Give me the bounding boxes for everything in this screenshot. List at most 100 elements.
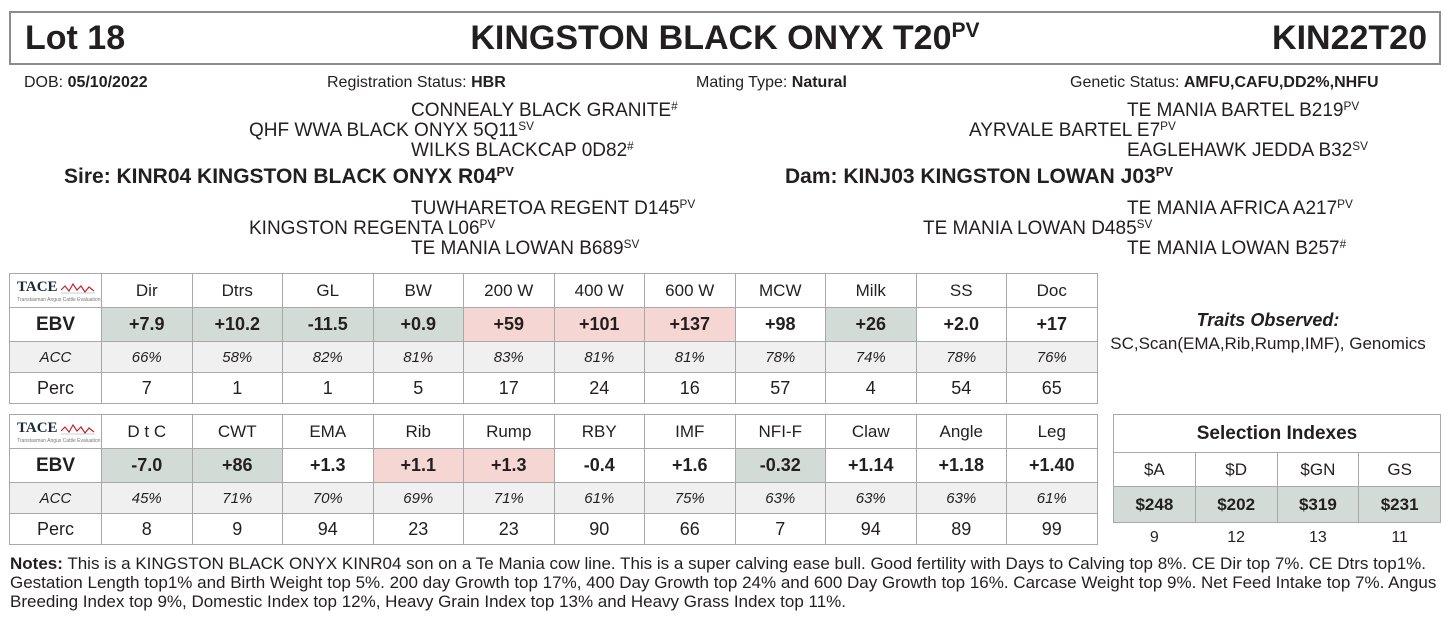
ebv-value-row: EBV -7.0 +86 +1.3 +1.1 +1.3 -0.4 +1.6 -0.32 +1.14… [9, 448, 1098, 483]
trait-header: GL [282, 273, 374, 308]
trait-header-row: TACE Transtasman Angus Cattle Evaluation D… [9, 414, 1098, 449]
perc-value: 1 [191, 372, 283, 404]
perc-value: 8 [101, 513, 193, 545]
ebv-value: -0.4 [553, 448, 645, 483]
trait-header: MCW [734, 273, 826, 308]
trait-header: RBY [553, 414, 645, 449]
trait-header: Rib [372, 414, 464, 449]
ebv-value: +86 [191, 448, 283, 483]
pedigree-sire-dam: KINGSTON REGENTA L06PV [249, 217, 496, 239]
perc-value: 90 [553, 513, 645, 545]
acc-value: 81% [553, 341, 645, 373]
mating-type: Mating Type: Natural [696, 74, 847, 91]
trait-header: 200 W [463, 273, 555, 308]
ebv-value: +1.3 [282, 448, 374, 483]
pedigree-sire-dam-sire: TUWHARETOA REGENT D145PV [411, 197, 696, 219]
traits-observed-text: SC,Scan(EMA,Rib,Rump,IMF), Genomics [1110, 334, 1426, 353]
ebv-value-row: EBV +7.9 +10.2 -11.5 +0.9 +59 +101 +137 +98 +26 +2… [9, 307, 1098, 342]
acc-value-row: ACC 66% 58% 82% 81% 83% 81% 81% 78% 74% 78% 76% [9, 341, 1098, 373]
acc-value: 58% [191, 341, 283, 373]
pedigree-sire-dam-dam: TE MANIA LOWAN B689SV [411, 237, 640, 259]
trait-header: Angle [915, 414, 1007, 449]
tace-logo-cell: TACE Transtasman Angus Cattle Evaluation [9, 414, 102, 449]
ebv-value: -7.0 [101, 448, 193, 483]
registration-status: Registration Status: HBR [327, 74, 506, 91]
perc-value: 89 [915, 513, 1007, 545]
trait-header: Dtrs [191, 273, 283, 308]
acc-value: 71% [191, 482, 283, 514]
index-value: $319 [1276, 486, 1360, 523]
traits-observed: Traits Observed: SC,Scan(EMA,Rib,Rump,IM… [1110, 308, 1426, 356]
index-value: $231 [1358, 486, 1441, 523]
ebv-table-growth: TACE Transtasman Angus Cattle Evaluation D… [9, 273, 1098, 404]
notes-text: This is a KINGSTON BLACK ONYX KINR04 son… [10, 554, 1437, 611]
notes: Notes: This is a KINGSTON BLACK ONYX KIN… [10, 554, 1446, 611]
pedigree-dam-dam-dam: TE MANIA LOWAN B257# [1127, 237, 1347, 259]
pedigree-dam-dam-sire: TE MANIA AFRICA A217PV [1127, 197, 1353, 219]
ebv-value: +2.0 [915, 307, 1007, 342]
perc-value: 99 [1006, 513, 1098, 545]
ebv-value: +1.18 [915, 448, 1007, 483]
pedigree-dam-dam: TE MANIA LOWAN D485SV [923, 217, 1153, 239]
index-label-row: $A $D $GN GS [1113, 452, 1441, 487]
trait-header: 600 W [644, 273, 736, 308]
ebv-value: +26 [825, 307, 917, 342]
row-label-perc: Perc [9, 372, 102, 404]
ebv-value: +1.40 [1006, 448, 1098, 483]
ebv-value: -0.32 [734, 448, 826, 483]
acc-value: 66% [101, 341, 193, 373]
acc-value: 63% [734, 482, 826, 514]
trait-header: Rump [463, 414, 555, 449]
index-perc: 12 [1227, 528, 1246, 546]
perc-value: 16 [644, 372, 736, 404]
perc-value: 65 [1006, 372, 1098, 404]
traits-observed-title: Traits Observed: [1196, 310, 1340, 330]
ebv-value: +1.6 [644, 448, 736, 483]
selection-indexes-table: Selection Indexes $A $D $GN GS $248 $202 $319… [1113, 414, 1441, 552]
lot-header: Lot 18 KINGSTON BLACK ONYX T20PV KIN22T2… [9, 11, 1441, 65]
tace-logo: TACE [17, 278, 58, 295]
perc-value: 94 [825, 513, 917, 545]
perc-value-row: Perc 8 9 94 23 23 90 66 7 94 89 99 [9, 513, 1098, 545]
acc-value: 74% [825, 341, 917, 373]
ebv-value: +17 [1006, 307, 1098, 342]
pedigree-sire-sire-sire: CONNEALY BLACK GRANITE# [411, 99, 678, 121]
acc-value: 81% [644, 341, 736, 373]
ebv-value: +0.9 [372, 307, 464, 342]
trait-header: CWT [191, 414, 283, 449]
index-value-row: $248 $202 $319 $231 [1113, 486, 1441, 523]
tace-logo-cell: TACE Transtasman Angus Cattle Evaluation [9, 273, 102, 308]
perc-value: 17 [463, 372, 555, 404]
ebv-value: +1.3 [463, 448, 555, 483]
acc-value: 76% [1006, 341, 1098, 373]
acc-value: 61% [1006, 482, 1098, 514]
trait-header: 400 W [553, 273, 645, 308]
trait-header: Leg [1006, 414, 1098, 449]
perc-value: 54 [915, 372, 1007, 404]
index-label: $A [1113, 452, 1196, 487]
row-label-ebv: EBV [9, 307, 102, 342]
pedigree-dam-sire-dam: EAGLEHAWK JEDDA B32SV [1127, 139, 1368, 161]
acc-value: 63% [825, 482, 917, 514]
trait-header: IMF [644, 414, 736, 449]
perc-value: 57 [734, 372, 826, 404]
trait-header: EMA [282, 414, 374, 449]
perc-value: 4 [825, 372, 917, 404]
row-label-acc: ACC [9, 341, 102, 373]
trait-header: D t C [101, 414, 193, 449]
acc-value: 71% [463, 482, 555, 514]
ebv-value: +1.1 [372, 448, 464, 483]
perc-value: 94 [282, 513, 374, 545]
index-label: $GN [1276, 452, 1360, 487]
perc-value: 5 [372, 372, 464, 404]
pedigree-sire-sire-dam: WILKS BLACKCAP 0D82# [411, 139, 634, 161]
dam-name: Dam: KINJ03 KINGSTON LOWAN J03PV [785, 163, 1174, 188]
ebv-value: -11.5 [282, 307, 374, 342]
perc-value: 7 [734, 513, 826, 545]
index-label: $D [1194, 452, 1278, 487]
tace-subtitle: Transtasman Angus Cattle Evaluation [17, 437, 101, 444]
animal-name: KINGSTON BLACK ONYX T20PV [470, 19, 980, 57]
trait-header: Milk [825, 273, 917, 308]
ebv-value: +10.2 [191, 307, 283, 342]
pedigree-sire-sire: QHF WWA BLACK ONYX 5Q11SV [249, 119, 534, 141]
